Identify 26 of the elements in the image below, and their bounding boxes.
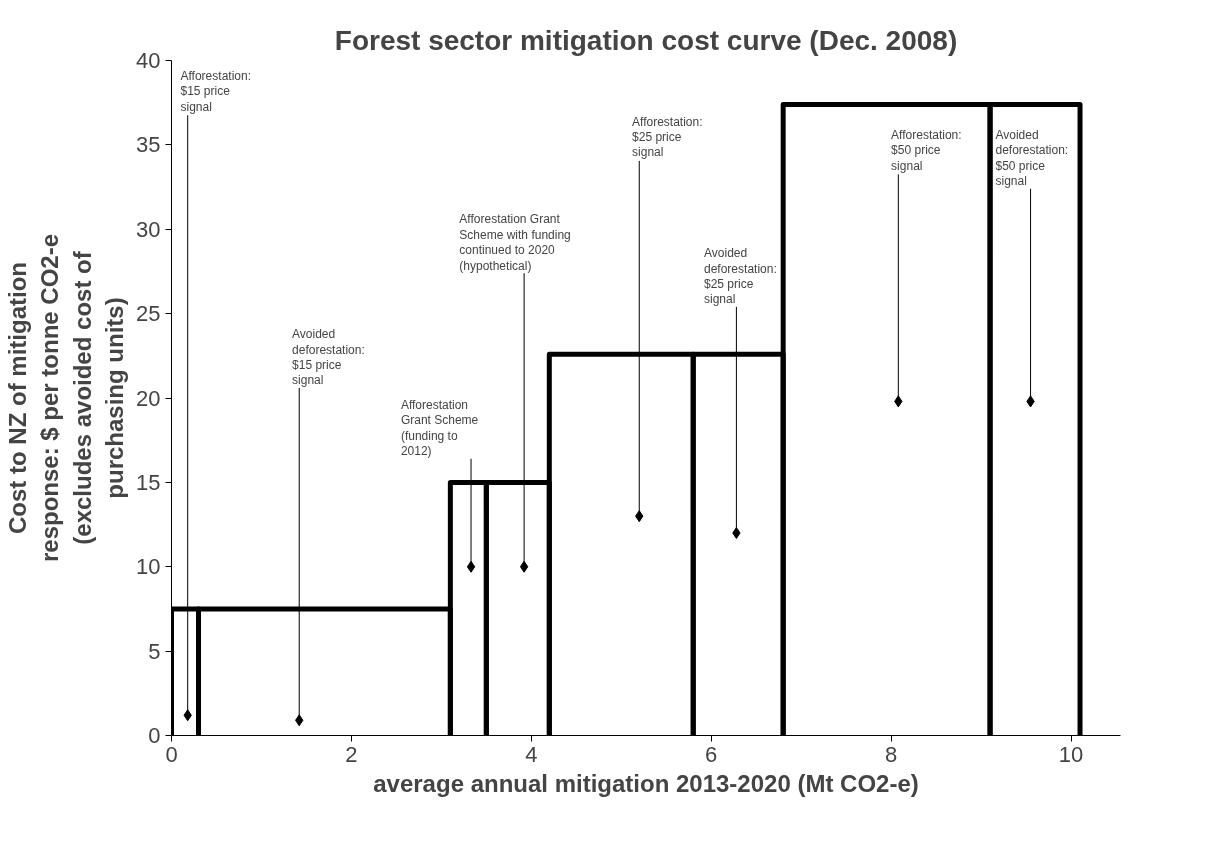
annotation: Afforestation Grant Scheme (funding to 2012) <box>400 398 479 459</box>
x-tick-label: 8 <box>885 741 898 767</box>
chart-title: Forest sector mitigation cost curve (Dec. 2008) <box>334 24 958 56</box>
annotation: Afforestation: $25 price signal <box>632 114 703 160</box>
y-tick-label: 30 <box>136 216 161 242</box>
annotation: Avoided deforestation: $15 price signal <box>292 327 365 388</box>
x-axis-title: average annual mitigation 2013-2020 (Mt CO2-e) <box>373 769 919 797</box>
annotation: Avoided deforestation: $50 price signal <box>995 128 1069 189</box>
y-tick-label: 20 <box>136 385 161 411</box>
y-tick-label: 15 <box>136 469 161 495</box>
x-tick-label: 2 <box>345 741 358 767</box>
y-tick-label: 0 <box>148 723 161 748</box>
x-tick-label: 4 <box>525 741 538 767</box>
x-tick-label: 10 <box>1058 741 1084 767</box>
y-tick-label: 5 <box>148 638 161 664</box>
annotation: Afforestation: $15 price signal <box>180 68 251 114</box>
annotation: Afforestation Grant Scheme with funding continued to 2020 (hypothetical) <box>459 212 571 273</box>
annotation: Afforestation: $50 price signal <box>891 128 962 173</box>
x-tick-label: 6 <box>705 741 718 767</box>
x-tick-label: 0 <box>165 741 178 767</box>
annotation: Avoided deforestation: $25 price signal <box>704 246 777 307</box>
y-tick-label: 25 <box>136 301 161 327</box>
y-tick-label: 40 <box>136 48 161 73</box>
y-tick-label: 35 <box>136 132 161 158</box>
y-axis-title: Cost to NZ of mitigation response: $ per tonne CO2-e (excludes avoided cost of purchasing units) <box>3 233 129 563</box>
y-tick-label: 10 <box>136 554 161 580</box>
